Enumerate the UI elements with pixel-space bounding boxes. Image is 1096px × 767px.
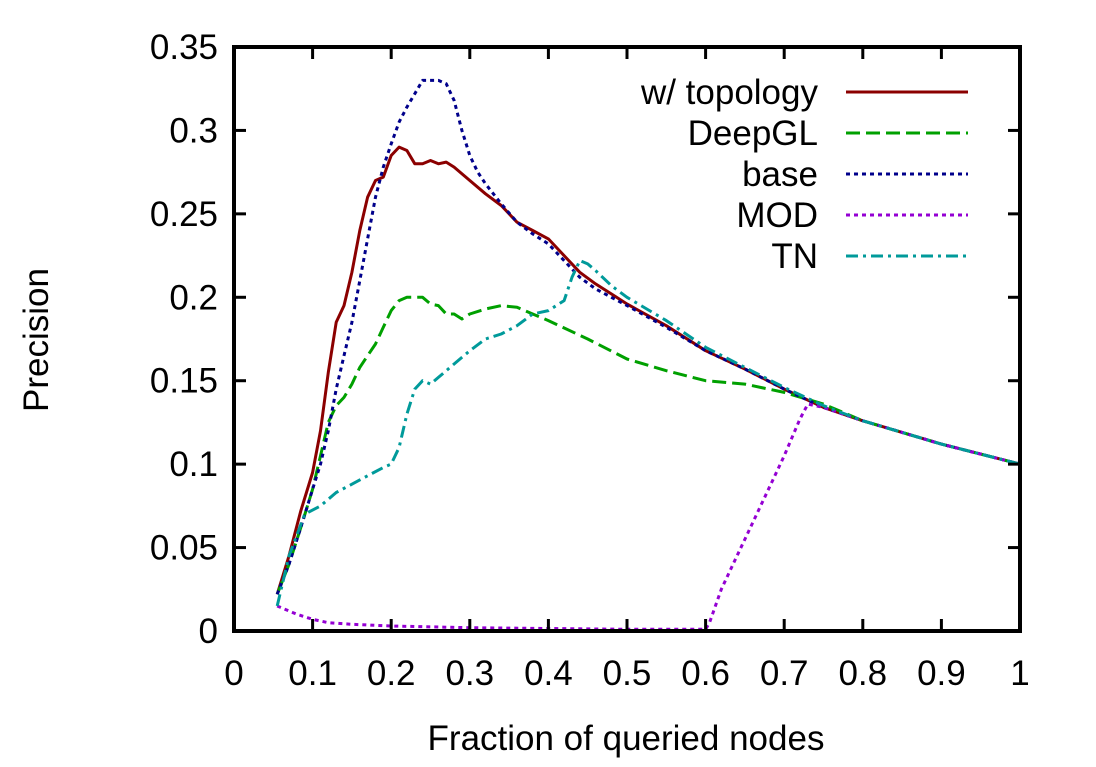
x-tick-label: 0.4 [524,654,573,693]
series-line-tn [275,259,1021,607]
x-tick-label: 0 [224,654,243,693]
x-tick-label: 0.1 [288,654,337,693]
y-tick-label: 0 [199,612,218,651]
x-tick-label: 0.5 [603,654,652,693]
x-axis-title: Fraction of queried nodes [428,719,825,758]
x-tick-label: 0.7 [760,654,809,693]
series-layer [275,78,1021,631]
x-tick-label: 1 [1010,654,1029,693]
legend-label-mod: MOD [736,196,818,235]
legend-label-tn: TN [771,237,818,276]
y-tick-label: 0.3 [169,111,218,150]
plot-frame [232,45,1022,633]
x-tick-label: 0.2 [367,654,416,693]
legend-label-deepgl: DeepGL [688,114,818,153]
x-tick-label: 0.9 [917,654,966,693]
y-tick-label: 0.2 [169,278,218,317]
x-tick-label: 0.3 [445,654,494,693]
series-line-mod [276,402,1021,631]
series-line-w-topology [275,145,1021,595]
y-tick-label: 0.15 [150,362,218,401]
legend-label-w-topology: w/ topology [640,73,819,112]
x-tick-label: 0.6 [681,654,730,693]
series-line-deepgl [275,295,1021,595]
y-axis-title: Precision [17,268,56,412]
legend-label-base: base [742,155,818,194]
x-tick-label: 0.8 [838,654,887,693]
y-tick-label: 0.35 [150,28,218,67]
y-tick-label: 0.1 [169,445,218,484]
series-line-base [275,78,1021,595]
axes-layer: 0 0.1 0.2 0.3 0.4 0.5 0.6 0.7 0.8 0.9 1 0 0.05 0.1 0.1… [150,28,1030,693]
y-tick-label: 0.25 [150,195,218,234]
y-tick-label: 0.05 [150,529,218,568]
